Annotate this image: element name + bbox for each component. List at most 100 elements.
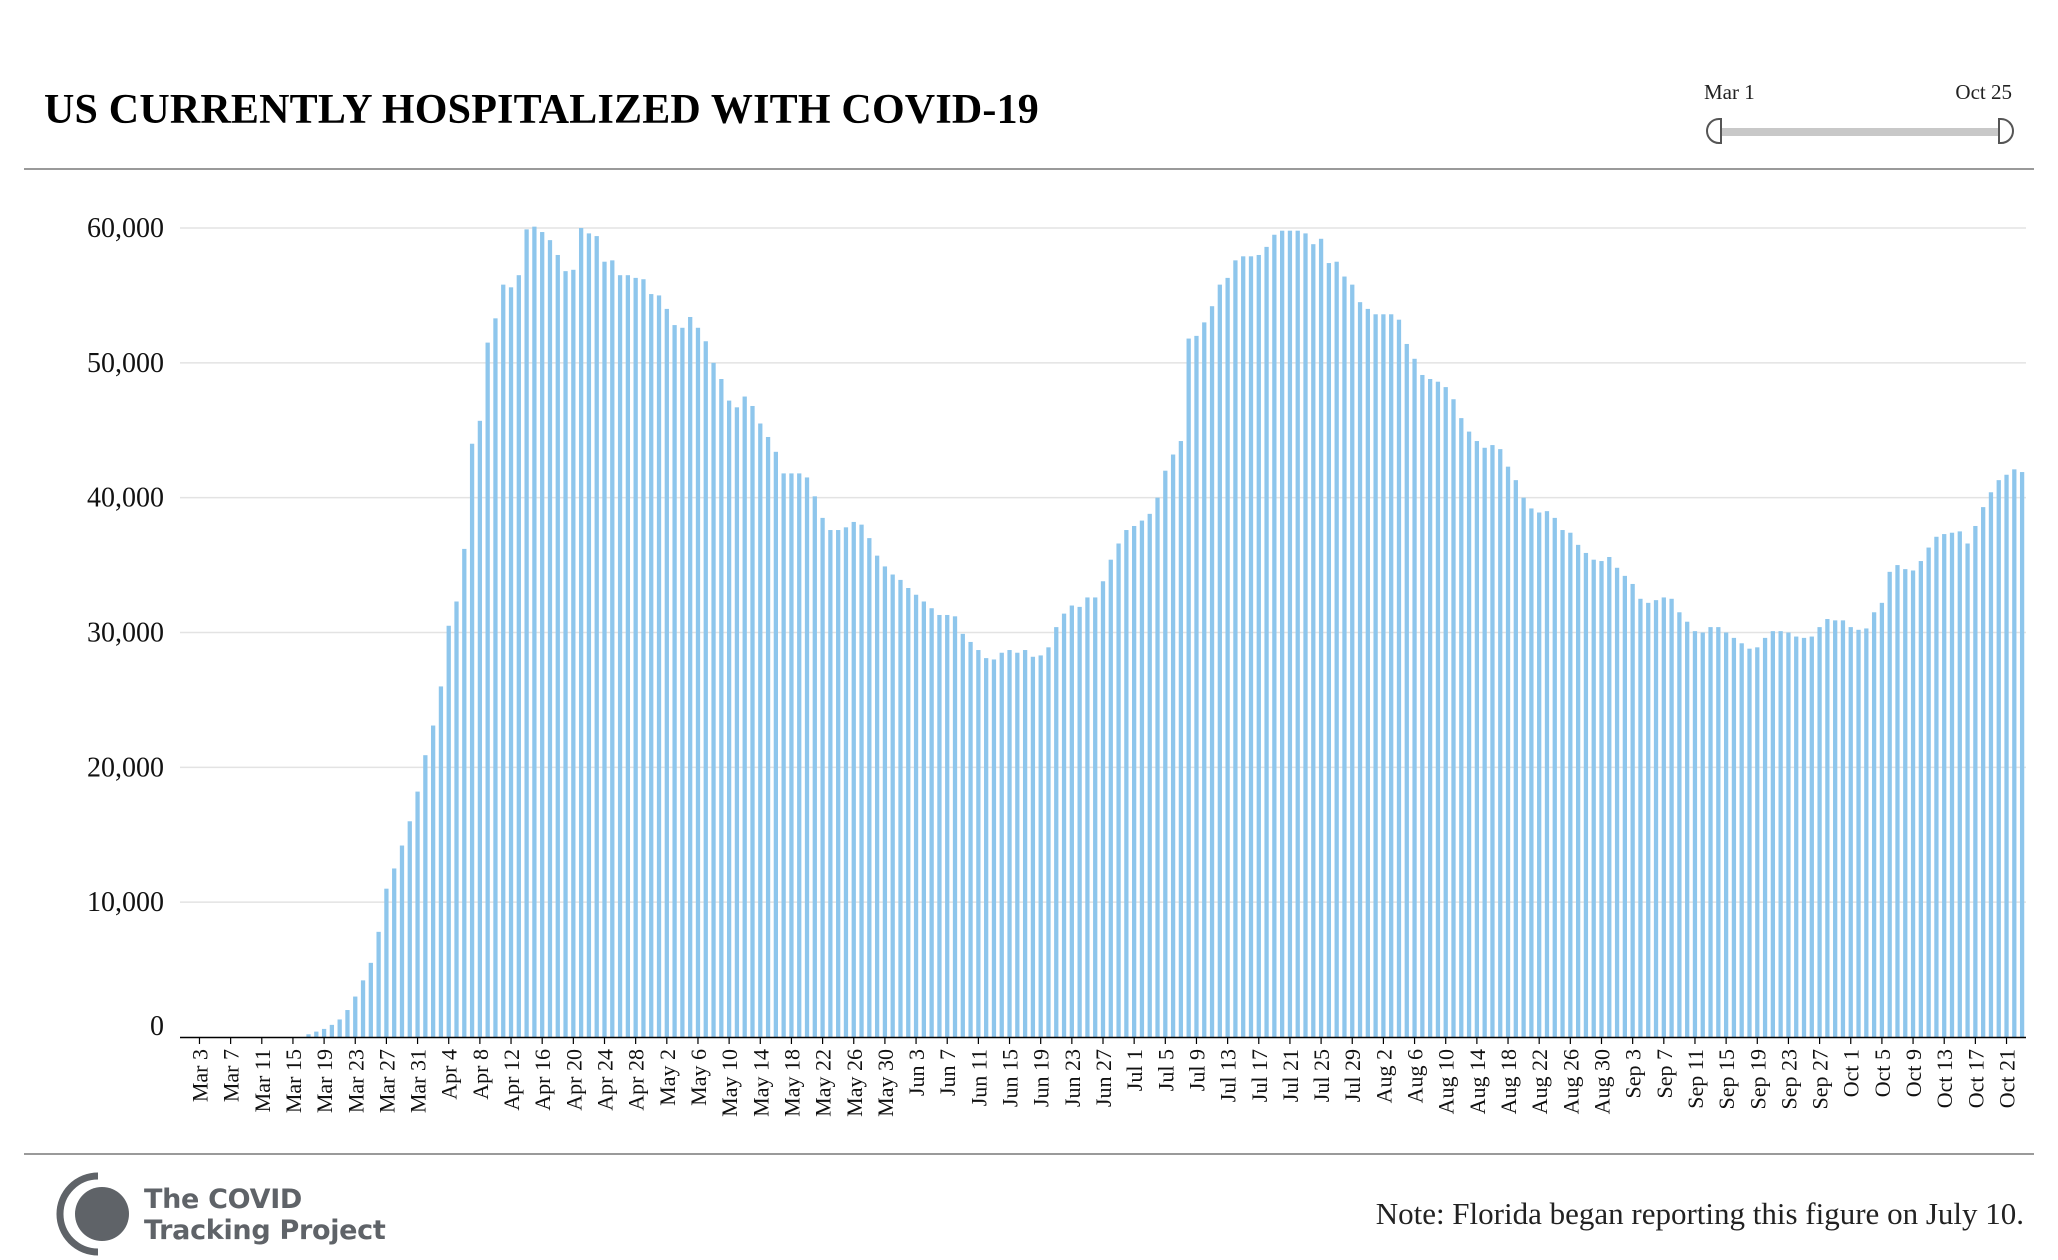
bar [1910, 570, 1916, 1037]
x-tick-label: Jul 13 [1216, 1049, 1241, 1102]
covid-tracking-project-logo: The COVID Tracking Project [54, 1168, 394, 1260]
bar [1069, 605, 1074, 1037]
bar [1178, 441, 1184, 1037]
y-tick-label: 60,000 [87, 213, 164, 244]
x-tick-label: Oct 17 [1963, 1049, 1988, 1108]
bar [415, 791, 420, 1037]
bar [804, 477, 810, 1037]
bar [1030, 656, 1036, 1037]
bar [726, 400, 732, 1038]
bar [1770, 631, 1775, 1037]
bar [501, 284, 506, 1037]
x-tick-label: Oct 13 [1932, 1049, 1957, 1108]
bar [485, 342, 490, 1037]
x-tick-label: Sep 19 [1745, 1049, 1770, 1110]
range-end-handle[interactable] [1998, 118, 2014, 144]
x-tick-label: Sep 27 [1808, 1049, 1833, 1110]
bar [1085, 597, 1090, 1037]
bar [1280, 230, 1285, 1037]
x-tick-label: Sep 3 [1621, 1049, 1646, 1099]
bar [345, 1010, 350, 1037]
range-slider-track[interactable] [1714, 128, 2006, 136]
logo-text: The COVID Tracking Project [144, 1184, 386, 1246]
x-tick-label: Oct 9 [1901, 1049, 1926, 1097]
x-tick-label: Aug 30 [1590, 1049, 1615, 1114]
range-start-handle[interactable] [1706, 118, 1722, 144]
x-tick-label: Sep 7 [1652, 1049, 1677, 1099]
bar [578, 228, 584, 1037]
x-tick-label: Jul 5 [1153, 1049, 1178, 1091]
bar [353, 996, 358, 1037]
bar [1677, 612, 1682, 1037]
bar [742, 396, 747, 1037]
bar [1225, 277, 1230, 1037]
bar [1692, 631, 1698, 1037]
x-tick-label: Jul 21 [1278, 1049, 1303, 1102]
x-tick-label: Jun 3 [904, 1049, 929, 1096]
footer-divider [24, 1153, 2034, 1155]
bar [1786, 632, 1791, 1037]
x-tick-label: Mar 19 [312, 1049, 337, 1113]
bar [454, 601, 459, 1037]
bar-series [306, 226, 2025, 1038]
bar [1575, 544, 1581, 1037]
bar [1022, 650, 1028, 1037]
bar [1139, 520, 1145, 1037]
bar [1404, 343, 1409, 1038]
bar [1537, 512, 1542, 1037]
bar [547, 240, 553, 1037]
bar [1272, 234, 1277, 1038]
bar [594, 236, 599, 1038]
bar [555, 254, 560, 1038]
bar [1879, 602, 1885, 1037]
header-divider [24, 168, 2034, 170]
bar [999, 652, 1004, 1037]
x-axis-ticks: Mar 3 Mar 7 Mar 11 Mar 15 Mar 19 Mar 23 Mar 27… [188, 1037, 2020, 1117]
bar [1529, 508, 1534, 1037]
y-tick-label: 10,000 [87, 887, 164, 918]
bar [392, 868, 397, 1037]
x-tick-label: May 22 [811, 1049, 836, 1117]
bar [1614, 567, 1620, 1037]
bar [773, 451, 778, 1037]
bar [695, 327, 701, 1037]
bar [1560, 530, 1565, 1037]
bar [1365, 308, 1370, 1037]
bar [368, 962, 373, 1037]
x-tick-label: May 30 [873, 1049, 898, 1117]
y-tick-label: 30,000 [87, 618, 164, 649]
bar [672, 325, 677, 1038]
y-tick-label: 20,000 [87, 752, 164, 783]
bar [1864, 628, 1869, 1037]
bar [719, 379, 724, 1037]
bar [1170, 454, 1176, 1037]
bar [859, 524, 864, 1037]
bar [321, 1028, 327, 1037]
bar [1389, 314, 1394, 1037]
date-range-slider[interactable]: Mar 1 Oct 25 [1700, 78, 2020, 148]
bar [1669, 598, 1674, 1037]
bar [1147, 513, 1152, 1037]
bar [843, 527, 849, 1037]
bar [1942, 534, 1947, 1037]
bar [1731, 637, 1737, 1037]
x-tick-label: Mar 15 [281, 1049, 306, 1113]
bar [1132, 525, 1137, 1037]
y-tick-label: 0 [150, 1011, 164, 1042]
bar [867, 538, 872, 1037]
bar [1093, 597, 1098, 1037]
x-tick-label: May 10 [717, 1049, 742, 1117]
bar [617, 275, 623, 1037]
x-tick-label: Aug 18 [1496, 1049, 1521, 1114]
bar [1840, 620, 1846, 1037]
bar [1903, 569, 1908, 1037]
bar [493, 318, 498, 1038]
x-tick-label: Aug 2 [1371, 1049, 1396, 1103]
bar [1762, 637, 1768, 1037]
x-tick-label: May 18 [779, 1049, 804, 1117]
bar [563, 271, 568, 1037]
bar [1856, 629, 1861, 1037]
y-tick-label: 50,000 [87, 348, 164, 379]
bar [1233, 260, 1238, 1037]
bar [1957, 531, 1962, 1038]
